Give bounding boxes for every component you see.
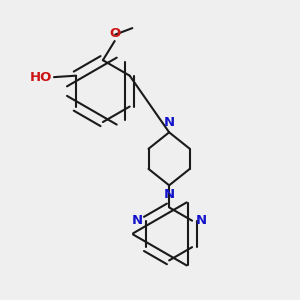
Text: N: N (196, 214, 207, 226)
Text: N: N (164, 116, 175, 129)
Text: HO: HO (30, 70, 52, 84)
Text: N: N (131, 214, 143, 226)
Text: N: N (164, 188, 175, 201)
Text: O: O (110, 27, 121, 40)
